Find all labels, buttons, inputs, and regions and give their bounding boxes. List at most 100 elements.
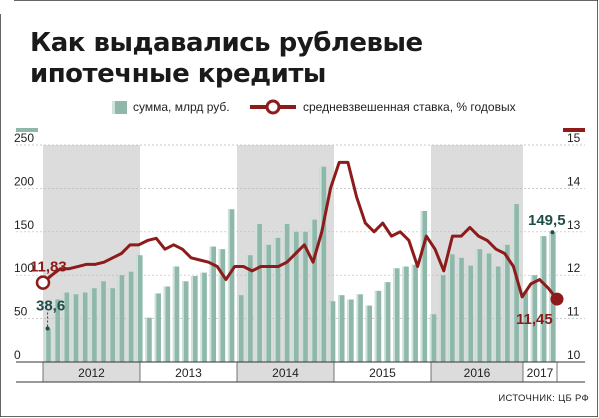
- bar-first-label: 38,6: [36, 297, 65, 314]
- bar-highlight: [319, 166, 322, 362]
- bar: [71, 294, 79, 362]
- bar: [117, 275, 125, 362]
- bar: [411, 264, 418, 362]
- bar-highlight: [530, 275, 533, 362]
- right-tick-label: 15: [567, 131, 581, 145]
- bar-highlight: [347, 299, 350, 362]
- rate-start-marker: [35, 275, 51, 290]
- bar: [191, 276, 198, 362]
- bar: [540, 236, 547, 362]
- bar: [374, 290, 382, 362]
- bar-highlight: [163, 286, 166, 362]
- bar: [218, 249, 226, 362]
- bar: [393, 268, 400, 362]
- bar-highlight: [172, 266, 175, 362]
- x-tick-label: 2015: [369, 366, 396, 380]
- bar-callout-dot: [45, 326, 50, 331]
- bar: [53, 299, 60, 362]
- bar: [494, 266, 501, 362]
- bar: [209, 246, 217, 362]
- bar-highlight: [126, 271, 129, 362]
- bar: [126, 271, 134, 362]
- bar-highlight: [283, 223, 285, 362]
- bar: [172, 266, 180, 362]
- bar: [475, 249, 483, 362]
- bar-highlight: [429, 314, 432, 362]
- bar-highlight: [466, 265, 469, 362]
- bar-highlight: [145, 317, 148, 362]
- right-tick-label: 10: [567, 348, 581, 362]
- legend-bar-label: сумма, млрд руб.: [133, 100, 230, 114]
- bar-highlight: [475, 249, 478, 362]
- bar-highlight: [117, 275, 120, 362]
- right-tick-label: 12: [567, 261, 581, 275]
- bar-highlight: [154, 293, 157, 362]
- bar: [154, 293, 161, 362]
- left-tick-label: 0: [14, 348, 21, 362]
- bar-highlight: [484, 253, 487, 362]
- rate-line: [42, 160, 559, 301]
- bar: [383, 282, 391, 362]
- bar-highlight: [365, 305, 368, 362]
- bar-highlight: [494, 266, 496, 362]
- bar: [200, 272, 207, 362]
- bar-highlight: [90, 288, 93, 362]
- bar: [356, 294, 363, 362]
- line-first-label: 11,83: [30, 259, 67, 276]
- x-tick-label: 2014: [272, 366, 299, 380]
- bar-highlight: [191, 276, 194, 362]
- bar: [62, 292, 70, 362]
- bar-highlight: [393, 268, 395, 362]
- right-tick-label: 11: [567, 305, 580, 319]
- bar: [90, 288, 97, 362]
- bar: [136, 255, 143, 362]
- bar-highlight: [383, 282, 386, 362]
- bar: [365, 305, 373, 362]
- bar: [466, 265, 474, 362]
- bar: [448, 254, 455, 362]
- bar-highlight: [402, 266, 405, 362]
- bar: [163, 286, 171, 362]
- bar-last-label: 149,5: [528, 212, 566, 229]
- bar: [420, 210, 428, 362]
- bar: [273, 237, 281, 362]
- bar: [328, 301, 336, 362]
- bar-highlight: [301, 231, 304, 362]
- bar: [255, 223, 262, 362]
- bar: [338, 295, 345, 362]
- x-tick-label: 2017: [527, 366, 554, 380]
- bar-highlight: [549, 232, 551, 362]
- bar-highlight: [420, 210, 423, 362]
- left-tick-label: 200: [14, 174, 34, 188]
- bar: [246, 255, 253, 362]
- bar-highlight: [81, 292, 83, 362]
- bar: [108, 288, 116, 362]
- bar: [439, 275, 446, 362]
- right-axis-marker: [563, 128, 585, 132]
- left-tick-label: 50: [14, 305, 28, 319]
- bar-highlight: [44, 328, 47, 362]
- bar: [530, 275, 538, 362]
- bar-highlight: [338, 295, 340, 362]
- bar-highlight: [136, 255, 138, 362]
- bar-highlight: [62, 292, 65, 362]
- bar: [99, 281, 106, 362]
- bar: [347, 299, 354, 362]
- bar-highlight: [448, 254, 451, 362]
- bar-highlight: [310, 219, 313, 362]
- bar-highlight: [209, 246, 212, 362]
- bar-highlight: [218, 249, 221, 362]
- bar-highlight: [200, 272, 203, 362]
- bar: [310, 219, 317, 362]
- bar-highlight: [53, 299, 56, 362]
- legend-line-label: средневзвешенная ставка, % годовых: [303, 100, 516, 114]
- bar: [44, 328, 51, 362]
- bar: [145, 317, 152, 362]
- bar-highlight: [292, 231, 294, 362]
- bar-highlight: [273, 237, 276, 362]
- x-tick-label: 2012: [78, 366, 105, 380]
- left-tick-label: 250: [14, 131, 34, 145]
- left-tick-label: 150: [14, 218, 34, 232]
- bar: [301, 231, 308, 362]
